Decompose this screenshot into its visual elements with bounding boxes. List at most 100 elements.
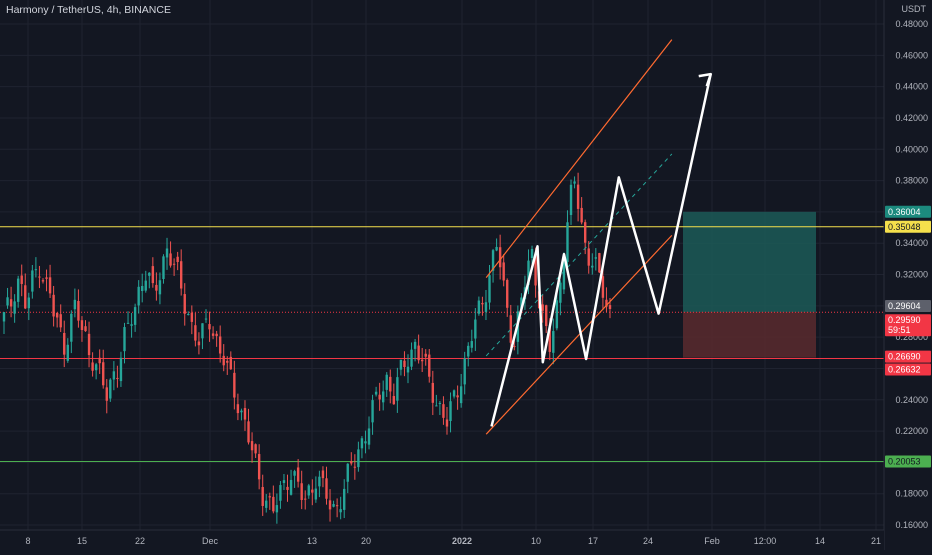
channel-lower-line[interactable] [485, 234, 673, 435]
candle-body [367, 428, 371, 445]
candle-body [321, 470, 325, 479]
candle-body [445, 419, 449, 427]
target-price-label [885, 205, 931, 218]
candle-body [420, 359, 424, 362]
candle-body [580, 207, 583, 223]
horizontal-levels[interactable] [0, 226, 884, 463]
price-tick-label: 0.22000 [895, 426, 928, 436]
resistance-yellow-price-text: 0.35048 [888, 222, 921, 232]
candle-body [123, 327, 126, 352]
candle-body [424, 353, 427, 357]
candle-body [247, 421, 250, 443]
candle-body [20, 275, 23, 284]
candle-body [371, 400, 374, 423]
candle-body [190, 312, 194, 322]
candle-body [463, 358, 466, 385]
projection-path[interactable] [490, 73, 712, 427]
drawings[interactable] [485, 39, 712, 435]
candle-body [215, 333, 218, 337]
candle-body [133, 307, 137, 325]
candle-body [304, 498, 307, 500]
candle-body [31, 270, 34, 292]
candle-body [385, 374, 388, 390]
candle-body [91, 362, 94, 371]
time-tick-label: 17 [588, 536, 598, 546]
candle-body [257, 454, 261, 480]
candle-body [165, 248, 169, 258]
candle-body [233, 372, 236, 398]
candle-body [343, 488, 346, 510]
current-price-price-text: 0.29590 [888, 315, 921, 325]
candle-body [261, 487, 264, 506]
time-tick-label: 21 [871, 536, 881, 546]
current-price-countdown-text: 59:51 [888, 325, 911, 335]
candle-body [151, 266, 155, 284]
price-tick-label: 0.16000 [895, 520, 928, 530]
time-tick-label: 10 [531, 536, 541, 546]
price-tick-label: 0.42000 [895, 113, 928, 123]
candle-body [545, 305, 548, 327]
candle-body [509, 315, 512, 343]
candle-body [307, 485, 310, 496]
candle-body [268, 496, 271, 498]
candle-body [250, 441, 254, 451]
candle-body [296, 467, 300, 482]
candle-body [45, 277, 48, 279]
candle-body [148, 272, 151, 276]
candle-body [396, 377, 399, 401]
candle-body [502, 262, 505, 281]
candle-body [41, 280, 45, 282]
candle-body [339, 509, 342, 513]
take-profit-zone[interactable] [683, 211, 816, 313]
candle-body [48, 277, 52, 294]
candle-body [438, 402, 442, 404]
candle-body [520, 297, 523, 309]
resistance-yellow-price-label [885, 220, 931, 233]
target-price-text: 0.36004 [888, 207, 921, 217]
channel-upper-line[interactable] [485, 39, 673, 279]
candle-body [229, 356, 233, 370]
candle-body [70, 313, 73, 342]
time-axis[interactable]: 8 15 22 Dec 13 20 2022 10 17 24 Feb 12:00 14 21 [0, 529, 884, 550]
candle-body [566, 222, 569, 263]
candle-body [470, 341, 473, 348]
stop-loss-zone[interactable] [683, 312, 816, 358]
candle-body [218, 336, 222, 354]
candle-body [6, 297, 9, 306]
current-price-price-label [885, 314, 931, 337]
candle-body [27, 297, 31, 309]
time-tick-label: Dec [202, 536, 219, 546]
candle-body [144, 280, 147, 291]
channel-mid-line[interactable] [485, 153, 673, 357]
stop-level-price-text: 0.26690 [888, 352, 921, 362]
candle-body [187, 314, 190, 316]
time-tick-label: 12:00 [754, 536, 777, 546]
currency-label: USDT [902, 4, 927, 14]
candle-body [38, 276, 41, 278]
candle-body [59, 314, 62, 328]
candle-body [559, 282, 562, 303]
candle-body [389, 376, 392, 392]
trade-zones[interactable] [683, 211, 816, 358]
candle-body [201, 323, 204, 339]
candle-body [598, 253, 601, 273]
candle-body [428, 354, 431, 377]
candle-body [194, 325, 197, 341]
candle-body [126, 322, 130, 324]
candle-body [541, 304, 544, 311]
candle-body [467, 345, 470, 357]
candle-body [435, 405, 438, 407]
projection-arrowhead [698, 72, 712, 87]
candle-body [353, 466, 357, 468]
candle-body [208, 324, 211, 330]
candle-body [300, 483, 303, 500]
candle-body [555, 300, 559, 329]
candle-body [583, 222, 587, 243]
time-tick-label: 24 [643, 536, 653, 546]
candle-body [34, 269, 38, 271]
candle-body [360, 438, 364, 449]
candle-body [204, 318, 208, 320]
candle-body [374, 391, 378, 395]
